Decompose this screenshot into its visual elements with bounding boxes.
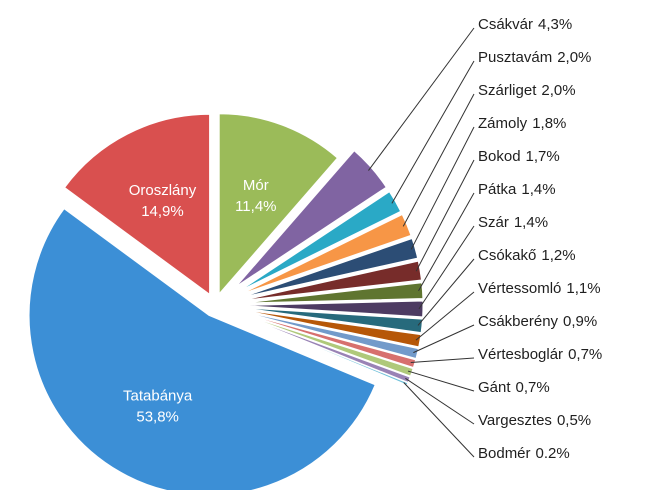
leader-line: [368, 27, 475, 171]
leader-line: [413, 324, 475, 354]
slice-name: Bodmér: [478, 445, 531, 462]
pie-slice: [241, 312, 417, 369]
slice-value: 1,4%: [514, 214, 548, 231]
slice-value: 1,2%: [541, 247, 575, 264]
pie-slice: [218, 113, 339, 296]
slice-name: Csókakő: [478, 247, 536, 264]
slice-name: Vértesboglár: [478, 346, 563, 363]
leader-line: [407, 370, 475, 392]
slice-label: Pátka 1,4%: [478, 181, 556, 198]
slice-label: Szárliget 2,0%: [478, 82, 576, 99]
pie-slice: [63, 113, 211, 296]
slice-label: Bodmér 0.2%: [478, 445, 570, 462]
pie-slice: [241, 237, 419, 298]
slice-name: Pátka: [478, 181, 517, 198]
leader-line: [410, 357, 475, 364]
slice-value: 4,3%: [538, 16, 572, 33]
slice-name: Oroszlány: [129, 182, 197, 199]
slice-label: Gánt 0,7%: [478, 379, 550, 396]
slice-label: Zámoly 1,8%: [478, 115, 566, 132]
slice-name: Csákberény: [478, 313, 559, 330]
leader-line: [415, 159, 475, 272]
leader-line: [403, 382, 475, 458]
leader-line: [402, 93, 475, 227]
slice-value: 1,4%: [521, 181, 555, 198]
slice-name: Mór: [243, 177, 269, 194]
leader-line: [410, 126, 475, 250]
leader-line: [415, 291, 475, 341]
slice-value: 2,0%: [557, 49, 591, 66]
slice-value: 1,8%: [532, 115, 566, 132]
slice-name: Csákvár: [478, 16, 533, 33]
slice-label: Pusztavám 2,0%: [478, 49, 591, 66]
slice-name: Szár: [478, 214, 509, 231]
slice-label: Vértesboglár 0,7%: [478, 346, 602, 363]
slice-label: Csákberény 0,9%: [478, 313, 597, 330]
pie-slice: [242, 309, 422, 348]
slice-label: Szár 1,4%: [478, 214, 548, 231]
slice-value: 0,7%: [568, 346, 602, 363]
slice-value: 1,7%: [526, 148, 560, 165]
slice-label: Csákvár 4,3%: [478, 16, 572, 33]
pie-slice: [235, 150, 387, 287]
slice-name: Zámoly: [478, 115, 528, 132]
pie-slice: [242, 300, 424, 318]
pie-slice: [240, 213, 412, 295]
pie-slice: [28, 208, 376, 490]
pie-slice: [242, 311, 419, 360]
slice-label: Vértessomló 1,1%: [478, 280, 601, 297]
pie-slice: [242, 260, 423, 301]
slice-value: 14,9%: [141, 203, 184, 220]
slice-value: 0.2%: [536, 445, 570, 462]
slice-value: 2,0%: [541, 82, 575, 99]
slice-label: Vargesztes 0,5%: [478, 412, 591, 429]
slice-name: Gánt: [478, 379, 511, 396]
leader-line: [417, 258, 475, 326]
leader-line: [405, 377, 475, 425]
leader-line: [418, 192, 475, 292]
pie-slice: [242, 282, 424, 304]
slice-label: Csókakő 1,2%: [478, 247, 576, 264]
slice-name: Bokod: [478, 148, 521, 165]
slice-value: 1,1%: [566, 280, 600, 297]
pie-slice: [240, 315, 409, 386]
pie-slice: [239, 191, 402, 292]
slice-name: Vargesztes: [478, 412, 552, 429]
slice-value: 0,9%: [563, 313, 597, 330]
slice-label: Bokod 1,7%: [478, 148, 560, 165]
pie-slice: [242, 307, 424, 334]
slice-name: Szárliget: [478, 82, 537, 99]
slice-name: Vértessomló: [478, 280, 561, 297]
slice-name: Tatabánya: [123, 387, 193, 404]
leader-line: [391, 60, 475, 204]
slice-name: Pusztavám: [478, 49, 552, 66]
slice-value: 0,5%: [557, 412, 591, 429]
leader-line: [418, 225, 475, 310]
pie-slice: [240, 314, 411, 384]
slice-value: 53,8%: [136, 408, 179, 425]
slice-value: 11,4%: [235, 198, 276, 215]
slice-value: 0,7%: [516, 379, 550, 396]
